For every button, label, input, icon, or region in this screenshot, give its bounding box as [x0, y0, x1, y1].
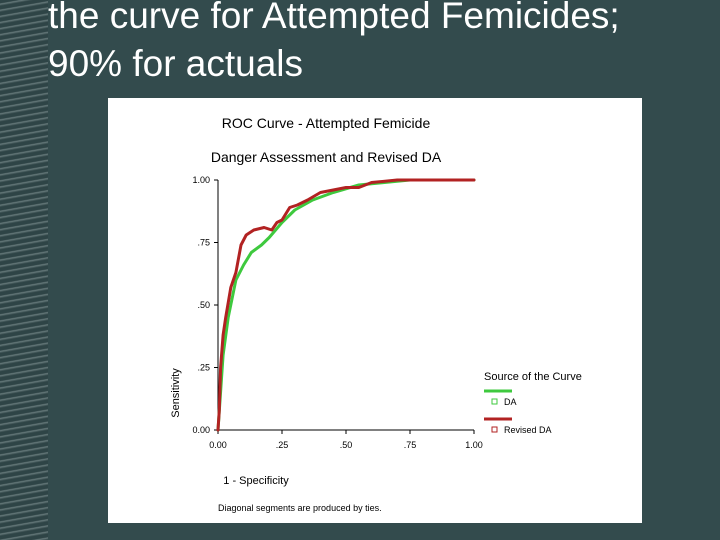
roc-chart: ROC Curve - Attempted Femicide Danger As… — [170, 115, 582, 513]
chart-series — [216, 178, 476, 432]
chart-axes: 0.00 .25 .50 .75 1.00 0.00 .25 .50 .75 1.00 — [192, 175, 482, 450]
slide-title: the curve for Attempted Femicides; 90% f… — [48, 0, 708, 88]
legend-marker — [491, 426, 498, 433]
y-tick-label: 1.00 — [192, 175, 210, 185]
x-axis-label: 1 - Specificity — [223, 475, 289, 487]
x-tick-label: .50 — [340, 440, 353, 450]
series-line-da — [216, 178, 476, 432]
x-tick-label: .75 — [404, 440, 417, 450]
y-tick-label: .50 — [197, 300, 210, 310]
slide-title-line-1: the curve for Attempted Femicides; — [48, 0, 620, 36]
decorative-topographic-strip — [0, 0, 48, 540]
chart-title: ROC Curve - Attempted Femicide — [222, 115, 431, 131]
x-tick-label: .25 — [276, 440, 289, 450]
legend-label: DA — [504, 397, 517, 407]
legend-label: Revised DA — [504, 425, 552, 435]
y-tick-label: 0.00 — [192, 425, 210, 435]
x-tick-label: 0.00 — [209, 440, 227, 450]
legend-title: Source of the Curve — [484, 371, 582, 383]
x-tick-label: 1.00 — [465, 440, 483, 450]
slide-title-line-2: 90% for actuals — [48, 43, 304, 84]
y-axis-label: Sensitivity — [170, 368, 182, 418]
roc-chart-figure: ROC Curve - Attempted Femicide Danger As… — [108, 98, 642, 523]
y-tick-label: .75 — [197, 238, 210, 248]
legend-marker — [491, 398, 498, 405]
chart-subtitle: Danger Assessment and Revised DA — [211, 149, 442, 165]
series-line-revised-da — [216, 178, 476, 432]
chart-footnote: Diagonal segments are produced by ties. — [218, 503, 382, 513]
y-tick-label: .25 — [197, 363, 210, 373]
chart-legend: Source of the Curve DA Revised DA — [484, 371, 582, 435]
